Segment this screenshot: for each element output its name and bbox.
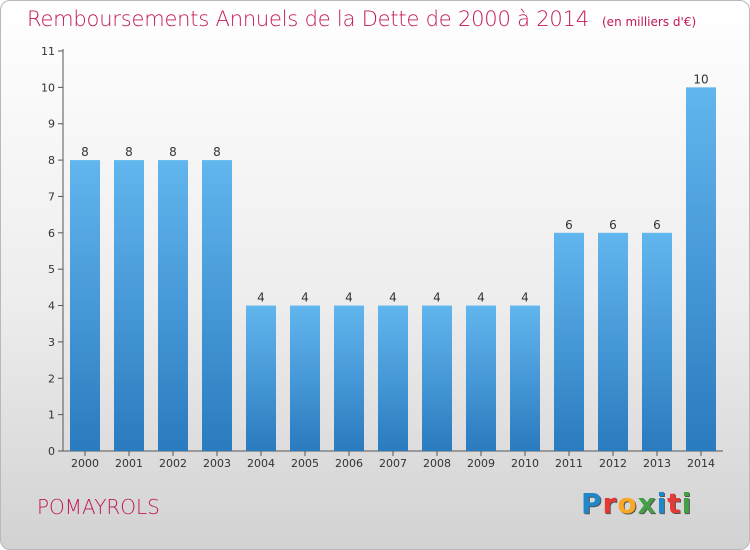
data-label-2007: 4: [389, 291, 397, 305]
bar-2012: [598, 232, 628, 451]
x-tick-label-2011: 2011: [555, 457, 583, 470]
unit-note: (en milliers d'€): [602, 15, 697, 29]
data-label-2013: 6: [653, 218, 661, 232]
logo-letter: i: [656, 487, 668, 520]
data-label-2008: 4: [433, 291, 441, 305]
x-tick-label-2004: 2004: [247, 457, 275, 470]
logo-letter: o: [617, 487, 638, 520]
data-label-2005: 4: [301, 291, 309, 305]
data-label-2010: 4: [521, 291, 529, 305]
y-tick-label: 10: [41, 81, 55, 94]
bar-2006: [334, 305, 364, 451]
logo-letter: i: [681, 487, 693, 520]
data-label-2014: 10: [693, 72, 708, 86]
data-label-2003: 8: [213, 145, 221, 159]
x-tick-label-2013: 2013: [643, 457, 671, 470]
bar-2011: [554, 232, 584, 451]
y-tick-label: 2: [48, 372, 55, 385]
data-label-2011: 6: [565, 218, 573, 232]
y-tick-label: 0: [48, 445, 55, 458]
y-tick-label: 1: [48, 409, 55, 422]
bar-2009: [466, 305, 496, 451]
y-tick-label: 5: [48, 263, 55, 276]
x-tick-label-2008: 2008: [423, 457, 451, 470]
logo-letter: t: [667, 487, 682, 520]
x-tick-label-2014: 2014: [687, 457, 715, 470]
x-tick-label-2005: 2005: [291, 457, 319, 470]
data-label-2004: 4: [257, 291, 265, 305]
x-tick-label-2000: 2000: [71, 457, 99, 470]
bar-2007: [378, 305, 408, 451]
x-tick-label-2012: 2012: [599, 457, 627, 470]
bar-2002: [158, 160, 188, 451]
bar-2013: [642, 232, 672, 451]
bar-2003: [202, 160, 232, 451]
bar-2005: [290, 305, 320, 451]
data-label-2009: 4: [477, 291, 485, 305]
data-label-2006: 4: [345, 291, 353, 305]
y-tick-label: 8: [48, 154, 55, 167]
logo-letter: P: [581, 487, 603, 520]
x-tick-label-2002: 2002: [159, 457, 187, 470]
data-label-2012: 6: [609, 218, 617, 232]
x-tick-label-2007: 2007: [379, 457, 407, 470]
x-tick-label-2001: 2001: [115, 457, 143, 470]
x-tick-label-2003: 2003: [203, 457, 231, 470]
chart-title-block: Remboursements Annuels de la Dette de 20…: [27, 7, 696, 31]
bar-2008: [422, 305, 452, 451]
proxiti-logo: Proxiti: [581, 487, 692, 520]
bar-2014: [686, 87, 716, 451]
y-tick-label: 6: [48, 227, 55, 240]
bar-2004: [246, 305, 276, 451]
x-tick-label-2009: 2009: [467, 457, 495, 470]
data-label-2000: 8: [81, 145, 89, 159]
y-tick-label: 4: [48, 300, 55, 313]
x-tick-label-2006: 2006: [335, 457, 363, 470]
y-tick-label: 7: [48, 190, 55, 203]
y-tick-label: 9: [48, 118, 55, 131]
x-tick-label-2010: 2010: [511, 457, 539, 470]
data-label-2001: 8: [125, 145, 133, 159]
bar-2001: [114, 160, 144, 451]
logo-letter: x: [637, 487, 657, 520]
town-name: POMAYROLS: [37, 495, 160, 519]
logo-letter: r: [602, 487, 618, 520]
data-label-2002: 8: [169, 145, 177, 159]
y-tick-label: 11: [41, 45, 55, 58]
bar-2010: [510, 305, 540, 451]
y-tick-label: 3: [48, 336, 55, 349]
bar-2000: [70, 160, 100, 451]
chart-title: Remboursements Annuels de la Dette de 20…: [27, 7, 589, 31]
